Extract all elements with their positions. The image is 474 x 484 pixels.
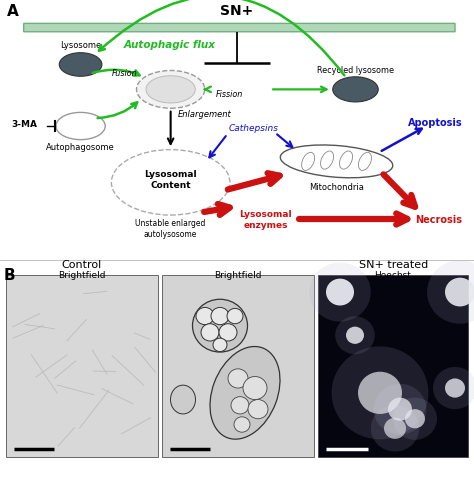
Text: Brightfield: Brightfield [214,271,262,279]
Circle shape [111,150,230,216]
Circle shape [309,263,371,322]
Circle shape [445,378,465,398]
Circle shape [332,347,428,439]
Circle shape [388,398,412,421]
Text: Necrosis: Necrosis [415,214,462,225]
Circle shape [146,76,195,104]
Circle shape [433,367,474,409]
Circle shape [196,308,214,325]
FancyBboxPatch shape [24,24,455,33]
FancyBboxPatch shape [318,275,468,457]
Text: Fission: Fission [216,90,243,99]
Text: Lysosomal
enzymes: Lysosomal enzymes [239,210,292,229]
Circle shape [201,324,219,341]
Text: Unstable enlarged
autolysosome: Unstable enlarged autolysosome [136,219,206,239]
Circle shape [228,369,248,388]
Ellipse shape [171,385,195,414]
Circle shape [231,397,249,414]
Circle shape [346,327,364,344]
Text: SN+: SN+ [220,4,254,18]
Circle shape [248,400,268,419]
Circle shape [335,317,375,354]
Text: Cathepsins: Cathepsins [228,123,279,133]
Text: Lysosomal
Content: Lysosomal Content [144,170,197,190]
Text: Brightfield: Brightfield [58,271,106,279]
Circle shape [374,384,427,435]
Text: Mitochondria: Mitochondria [309,182,364,191]
Circle shape [333,77,378,103]
Ellipse shape [192,300,247,352]
Circle shape [211,308,229,325]
Circle shape [405,409,425,428]
Text: Lysosome: Lysosome [60,41,101,50]
Ellipse shape [280,146,393,179]
Text: 3-MA: 3-MA [12,120,38,129]
Circle shape [219,324,237,341]
Text: Control: Control [62,260,102,270]
Circle shape [393,398,437,440]
FancyBboxPatch shape [6,275,158,457]
Circle shape [445,278,474,307]
Circle shape [137,71,205,109]
Circle shape [234,417,250,432]
Text: Recycled lysosome: Recycled lysosome [317,66,394,76]
Text: A: A [7,4,19,19]
Text: Autophagosome: Autophagosome [46,142,115,151]
Circle shape [213,338,227,352]
Circle shape [427,261,474,324]
Circle shape [59,54,102,77]
Text: Apoptosis: Apoptosis [408,118,462,128]
Ellipse shape [210,347,280,439]
Text: B: B [4,268,16,283]
Text: Enlargement: Enlargement [178,109,231,118]
Text: Fusion: Fusion [111,69,137,78]
Circle shape [227,309,243,324]
Circle shape [371,405,419,452]
Text: Autophagic flux: Autophagic flux [123,40,215,50]
Text: Hoechst: Hoechst [374,271,411,279]
FancyBboxPatch shape [162,275,314,457]
Circle shape [326,279,354,306]
Circle shape [384,418,406,439]
Circle shape [56,113,105,140]
Text: SN+ treated: SN+ treated [359,260,428,270]
Circle shape [358,372,402,414]
Circle shape [243,377,267,400]
